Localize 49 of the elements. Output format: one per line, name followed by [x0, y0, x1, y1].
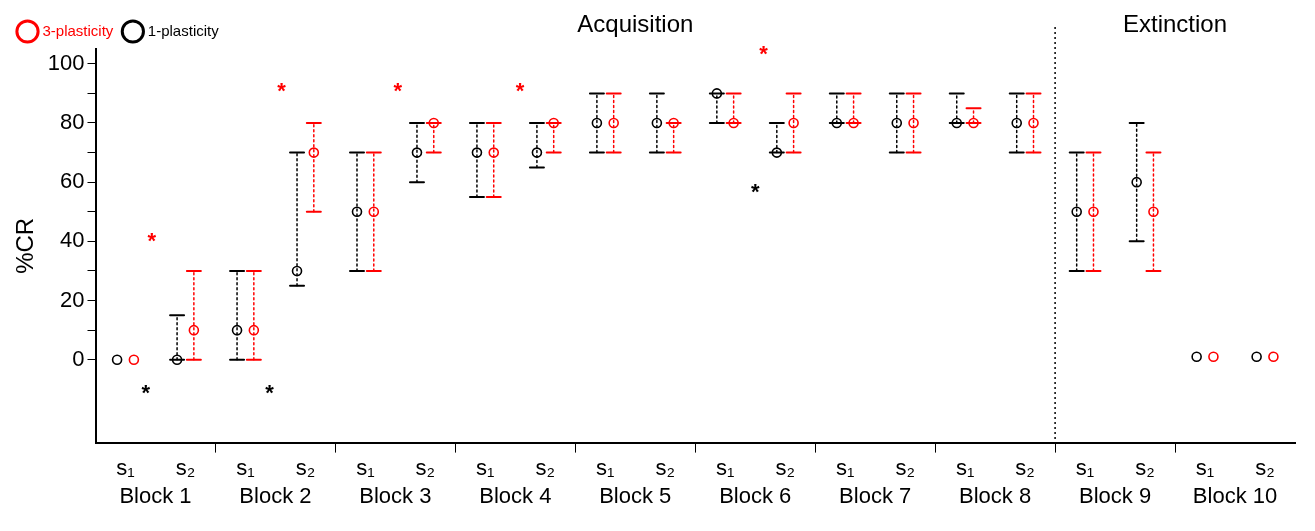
x-tick-label: s₁: [476, 454, 495, 480]
text: Block 9: [1079, 482, 1152, 508]
annotation: *: [515, 78, 525, 104]
x-tick-label: s₁: [356, 454, 375, 480]
x-tick-label: s₁: [116, 454, 135, 480]
x-tick-label: s₂: [415, 454, 436, 480]
annotation: *: [265, 379, 275, 405]
x-tick-label: s₂: [1135, 454, 1155, 480]
x-tick-label: s₂: [295, 454, 316, 480]
x-tick-label: s₂: [1255, 454, 1275, 480]
y-tick-label: 60: [60, 168, 85, 194]
x-tick-label: s₁: [1195, 454, 1215, 480]
text: Block 8: [959, 482, 1032, 508]
y-tick-label: 100: [47, 49, 85, 75]
text: Block 6: [719, 482, 792, 508]
x-tick-label: s₁: [835, 454, 855, 480]
annotation: *: [759, 41, 769, 67]
legend-label: 3-plasticity: [42, 21, 114, 39]
y-tick-label: 80: [60, 109, 85, 135]
text: Extinction: [1123, 9, 1228, 37]
annotation: *: [141, 379, 151, 405]
x-tick-label: s₂: [775, 454, 795, 480]
x-tick-label: s₂: [895, 454, 915, 480]
legend-label: 1-plasticity: [147, 21, 220, 39]
text: Block 7: [839, 482, 912, 508]
y-tick-label: 40: [60, 227, 85, 253]
x-tick-label: s₂: [655, 454, 676, 480]
x-tick-label: s₂: [175, 454, 196, 480]
text: Block 1: [119, 482, 192, 508]
text: Block 3: [359, 482, 432, 508]
x-tick-label: s₂: [535, 454, 556, 480]
y-tick-label: 20: [60, 286, 85, 312]
text: Block 5: [599, 482, 672, 508]
text: Block 4: [479, 482, 552, 508]
annotation: *: [750, 178, 760, 204]
text: Acquisition: [577, 9, 694, 37]
x-tick-label: s₂: [1015, 454, 1035, 480]
annotation: *: [393, 78, 403, 104]
annotation: *: [277, 78, 287, 104]
x-tick-label: s₁: [1075, 454, 1095, 480]
y-axis-title: %CR: [11, 217, 39, 274]
text: Block 10: [1192, 482, 1278, 508]
x-tick-label: s₁: [955, 454, 975, 480]
annotation: *: [147, 227, 157, 253]
x-tick-label: s₁: [716, 454, 735, 480]
y-tick-label: 0: [72, 345, 85, 371]
text: Block 2: [239, 482, 312, 508]
x-tick-label: s₁: [596, 454, 615, 480]
x-tick-label: s₁: [236, 454, 255, 480]
